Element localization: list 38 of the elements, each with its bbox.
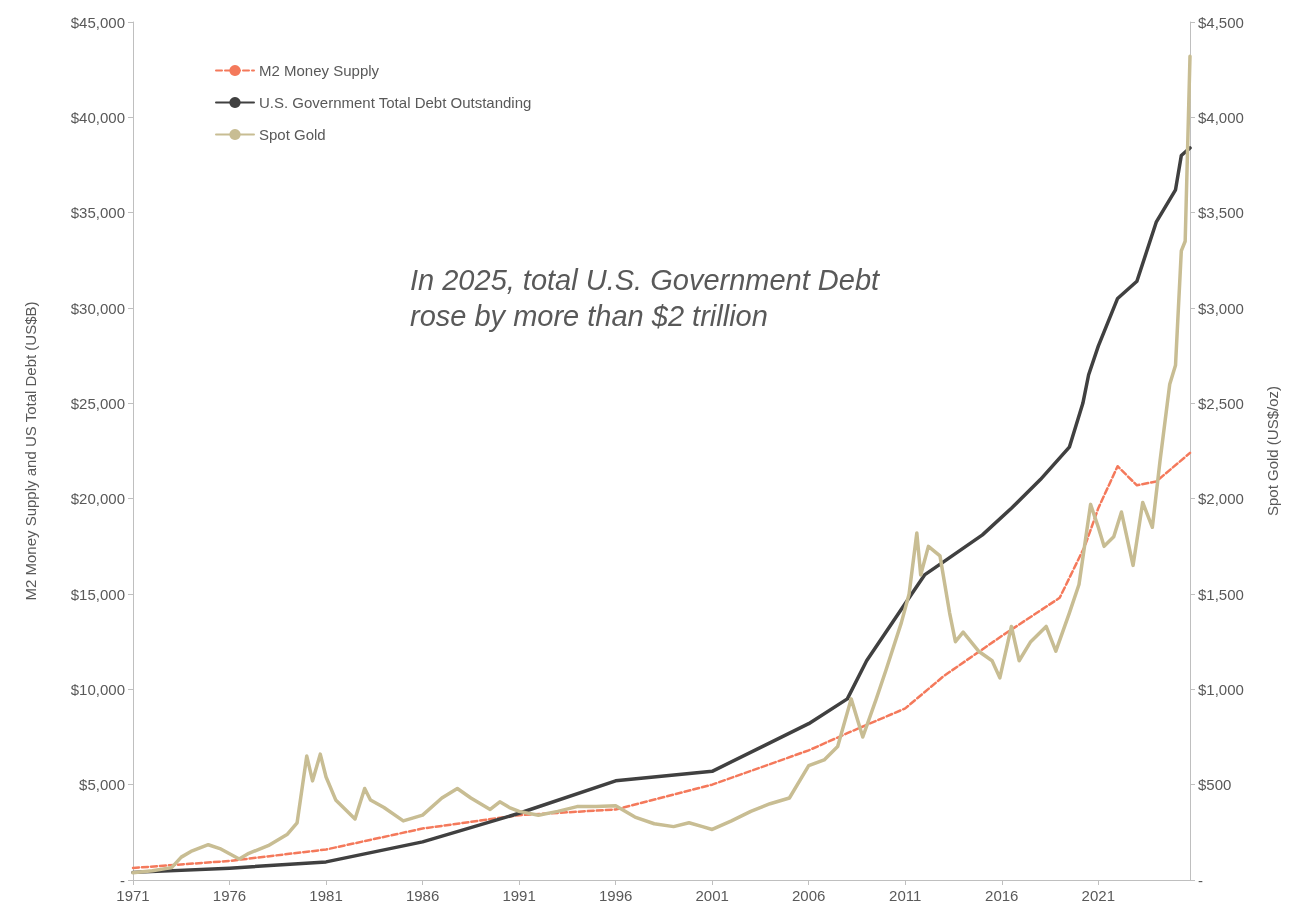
legend-label: U.S. Government Total Debt Outstanding <box>259 94 532 111</box>
y-tick-label: - <box>120 871 125 889</box>
line-series <box>131 451 1192 870</box>
y2-tick-label: $500 <box>1198 776 1232 794</box>
x-tick-label: 1976 <box>212 887 247 904</box>
y2-tick-label: $4,500 <box>1198 13 1244 31</box>
y-axis-title: M2 Money Supply and US Total Debt (US$B) <box>22 301 39 601</box>
y-tick-label: $35,000 <box>70 204 125 222</box>
y2-tick-label: $2,500 <box>1198 394 1244 412</box>
y2-tick-label: $1,000 <box>1198 680 1244 698</box>
y2-tick-label: $4,000 <box>1198 108 1244 126</box>
legend-label: Spot Gold <box>259 126 326 143</box>
y2-tick-label: $3,000 <box>1198 299 1244 317</box>
y2-tick-label: - <box>1198 871 1203 889</box>
x-tick-label: 1981 <box>309 887 343 904</box>
y-tick-label: $15,000 <box>70 585 125 603</box>
annotation: In 2025, total U.S. Government Debt rose by more than $2 trillion <box>410 264 882 332</box>
y-tick-label: $40,000 <box>70 108 125 126</box>
x-tick-label: 1986 <box>405 887 440 904</box>
x-tick-label: 2021 <box>1081 887 1115 904</box>
y2-tick-label: $1,500 <box>1198 585 1244 603</box>
y2-axis-title: Spot Gold (US$/oz) <box>1264 385 1281 517</box>
x-tick-label: 2011 <box>889 887 922 904</box>
x-tick-label: 1991 <box>502 887 536 904</box>
y-tick-label: $5,000 <box>79 776 125 794</box>
y-tick-label: $25,000 <box>70 394 125 412</box>
x-tick-label: 2001 <box>695 887 729 904</box>
x-tick-label: 2016 <box>985 887 1019 904</box>
y-tick-label: $10,000 <box>70 680 125 698</box>
x-tick-label: 1996 <box>598 887 633 904</box>
y2-tick-label: $2,000 <box>1198 490 1244 508</box>
y-tick-label: $30,000 <box>70 299 125 317</box>
y2-tick-label: $3,500 <box>1198 204 1244 222</box>
y-tick-label: $20,000 <box>70 490 125 508</box>
legend-label: M2 Money Supply <box>259 62 380 79</box>
x-tick-label: 1971 <box>116 887 150 904</box>
y-tick-label: $45,000 <box>70 13 125 31</box>
x-tick-label: 2006 <box>792 887 826 904</box>
